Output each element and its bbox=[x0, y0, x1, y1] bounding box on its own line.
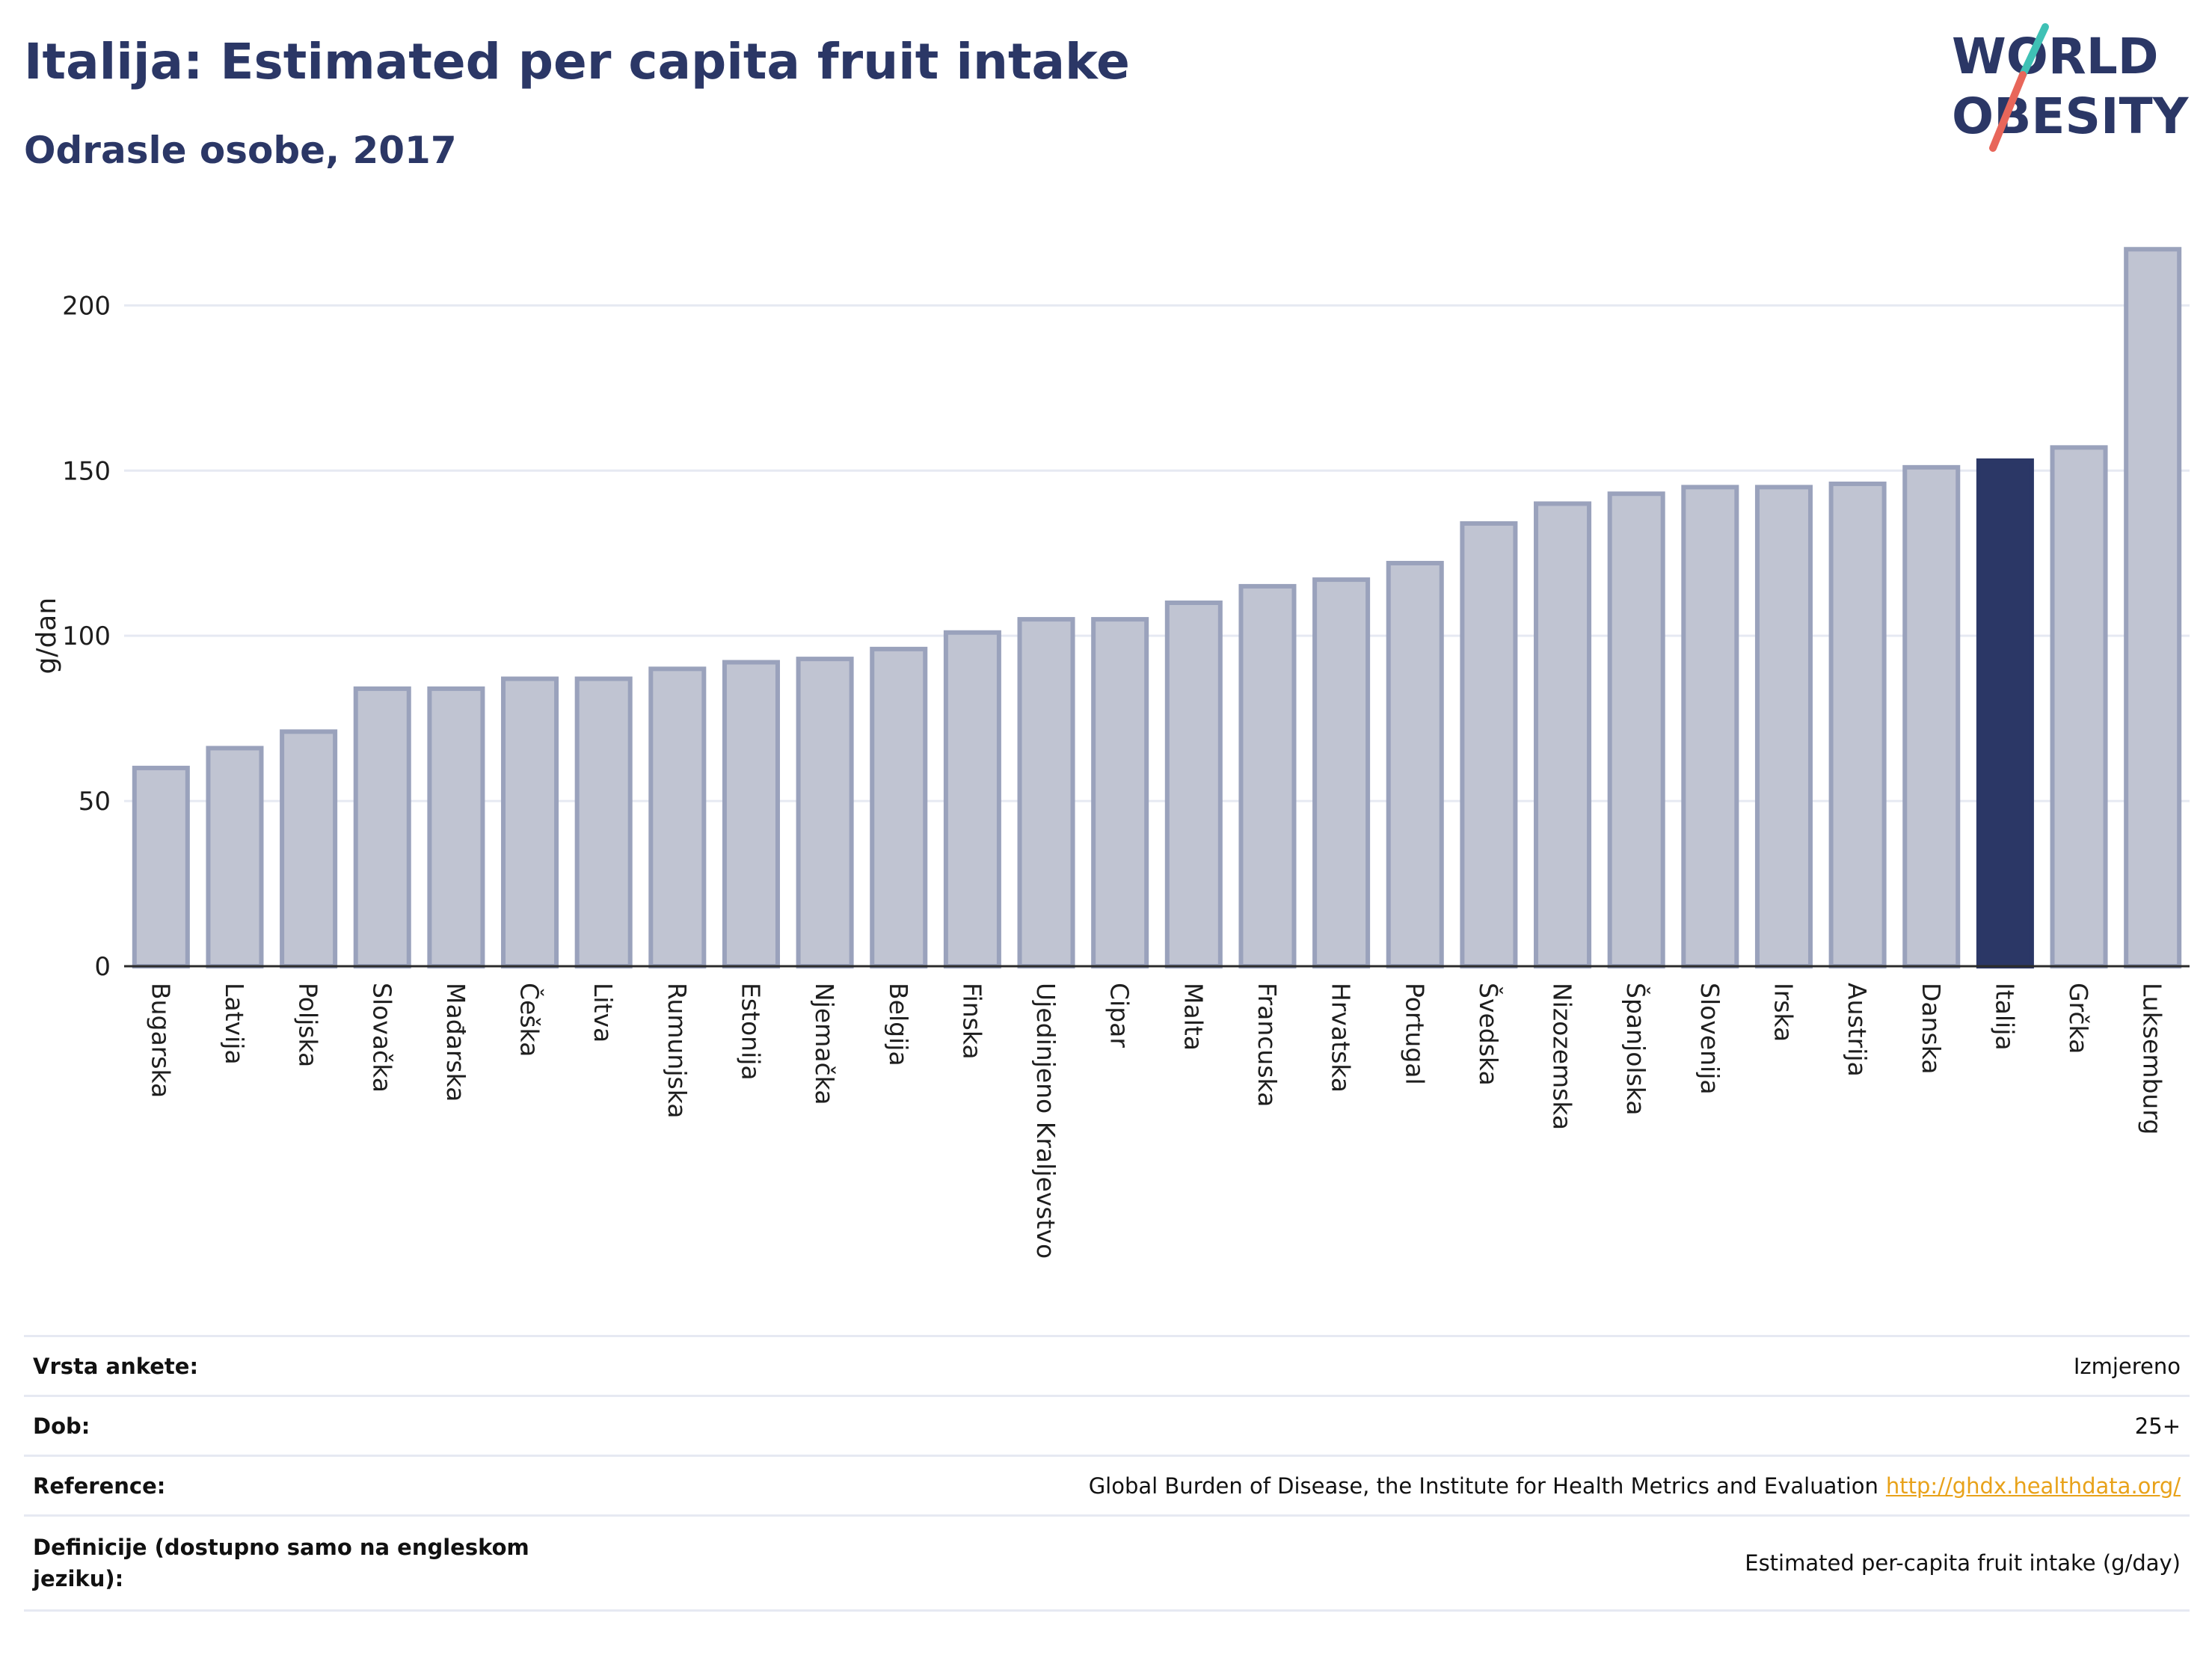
x-category-label: Mađarska bbox=[441, 983, 470, 1102]
reference-link[interactable]: http://ghdx.healthdata.org/ bbox=[1886, 1473, 2181, 1499]
x-category-label: Cipar bbox=[1105, 983, 1134, 1048]
logo-line2: OBESITY bbox=[1952, 87, 2190, 145]
x-category-label: Češka bbox=[515, 983, 545, 1057]
bar bbox=[1315, 580, 1368, 966]
logo-line1: WORLD bbox=[1952, 28, 2159, 85]
bar bbox=[2053, 447, 2106, 966]
meta-row-survey-type: Vrsta ankete: Izmjereno bbox=[24, 1335, 2190, 1395]
meta-value: 25+ bbox=[2135, 1413, 2181, 1439]
y-axis-title: g/dan bbox=[31, 598, 62, 675]
x-category-label: Rumunjska bbox=[663, 983, 692, 1118]
bar bbox=[725, 663, 778, 966]
bar bbox=[1241, 586, 1294, 966]
bar bbox=[799, 659, 852, 966]
meta-value: Global Burden of Disease, the Institute … bbox=[1089, 1473, 2181, 1499]
x-category-label: Francuska bbox=[1253, 983, 1282, 1107]
x-category-label: Estonija bbox=[736, 983, 765, 1081]
bar bbox=[577, 679, 630, 966]
x-category-label: Slovačka bbox=[367, 983, 396, 1093]
x-category-label: Ujedinjeno Kraljevstvo bbox=[1031, 983, 1060, 1259]
bar bbox=[1610, 494, 1663, 966]
meta-row-reference: Reference: Global Burden of Disease, the… bbox=[24, 1455, 2190, 1514]
meta-value: Estimated per-capita fruit intake (g/day… bbox=[1745, 1550, 2181, 1576]
bar bbox=[1979, 461, 2032, 966]
bar bbox=[208, 748, 261, 966]
x-category-label: Italija bbox=[1990, 983, 2019, 1051]
x-category-label: Bugarska bbox=[146, 983, 175, 1098]
bar bbox=[356, 689, 409, 966]
x-category-label: Belgija bbox=[884, 983, 913, 1066]
y-tick-label: 50 bbox=[79, 787, 111, 817]
metadata-table: Vrsta ankete: Izmjereno Dob: 25+ Referen… bbox=[24, 1335, 2190, 1612]
x-category-label: Njemačka bbox=[810, 983, 839, 1105]
bar bbox=[651, 669, 704, 966]
bar bbox=[429, 689, 482, 966]
x-category-label: Irska bbox=[1769, 983, 1798, 1042]
y-tick-label: 200 bbox=[62, 291, 111, 321]
x-category-label: Austrija bbox=[1843, 983, 1872, 1077]
meta-key: Reference: bbox=[33, 1470, 571, 1502]
bar bbox=[1757, 487, 1810, 966]
x-category-label: Danska bbox=[1917, 983, 1946, 1075]
bar bbox=[1389, 563, 1442, 966]
bar bbox=[135, 768, 188, 966]
x-category-label: Malta bbox=[1179, 983, 1208, 1051]
x-category-label: Španjolska bbox=[1621, 983, 1651, 1116]
bar bbox=[2126, 249, 2179, 966]
bar bbox=[946, 633, 999, 966]
bar bbox=[1905, 467, 1958, 966]
y-tick-label: 150 bbox=[62, 456, 111, 486]
x-category-label: Litva bbox=[589, 983, 618, 1043]
meta-key: Vrsta ankete: bbox=[33, 1351, 571, 1382]
bar bbox=[1462, 523, 1515, 966]
x-category-label: Grčka bbox=[2064, 983, 2093, 1054]
y-tick-label: 0 bbox=[94, 952, 111, 982]
bar bbox=[1020, 619, 1073, 966]
bar-chart: 0 50 100 150 200 g/dan Bugarska Latvija Poljska S… bbox=[0, 209, 2212, 1331]
reference-text: Global Burden of Disease, the Institute … bbox=[1089, 1473, 1878, 1499]
bar bbox=[1093, 619, 1146, 966]
meta-row-definition: Definicije (dostupno samo na engleskom j… bbox=[24, 1514, 2190, 1612]
page-title: Italija: Estimated per capita fruit inta… bbox=[24, 33, 1130, 90]
x-category-label: Finska bbox=[957, 983, 986, 1060]
meta-key: Definicije (dostupno samo na engleskom j… bbox=[33, 1532, 571, 1594]
x-category-label: Švedska bbox=[1474, 983, 1504, 1086]
page-subtitle: Odrasle osobe, 2017 bbox=[24, 129, 457, 172]
x-category-label: Luksemburg bbox=[2138, 983, 2167, 1134]
x-category-label: Slovenija bbox=[1695, 983, 1724, 1095]
x-category-label: Portugal bbox=[1400, 983, 1429, 1085]
x-category-label: Poljska bbox=[294, 983, 323, 1067]
bar bbox=[282, 731, 335, 966]
meta-key: Dob: bbox=[33, 1410, 571, 1442]
x-category-label: Nizozemska bbox=[1548, 983, 1577, 1130]
x-category-label: Hrvatska bbox=[1327, 983, 1356, 1093]
bar bbox=[1167, 603, 1220, 966]
bar bbox=[872, 649, 925, 966]
bar bbox=[503, 679, 556, 966]
y-tick-label: 100 bbox=[62, 621, 111, 651]
meta-value: Izmjereno bbox=[2074, 1354, 2181, 1379]
bar bbox=[1683, 487, 1736, 966]
bar bbox=[1536, 503, 1589, 966]
bar bbox=[1831, 484, 1884, 966]
meta-row-age: Dob: 25+ bbox=[24, 1395, 2190, 1455]
world-obesity-logo: WORLD OBESITY bbox=[1952, 21, 2199, 163]
x-category-label: Latvija bbox=[220, 983, 249, 1065]
